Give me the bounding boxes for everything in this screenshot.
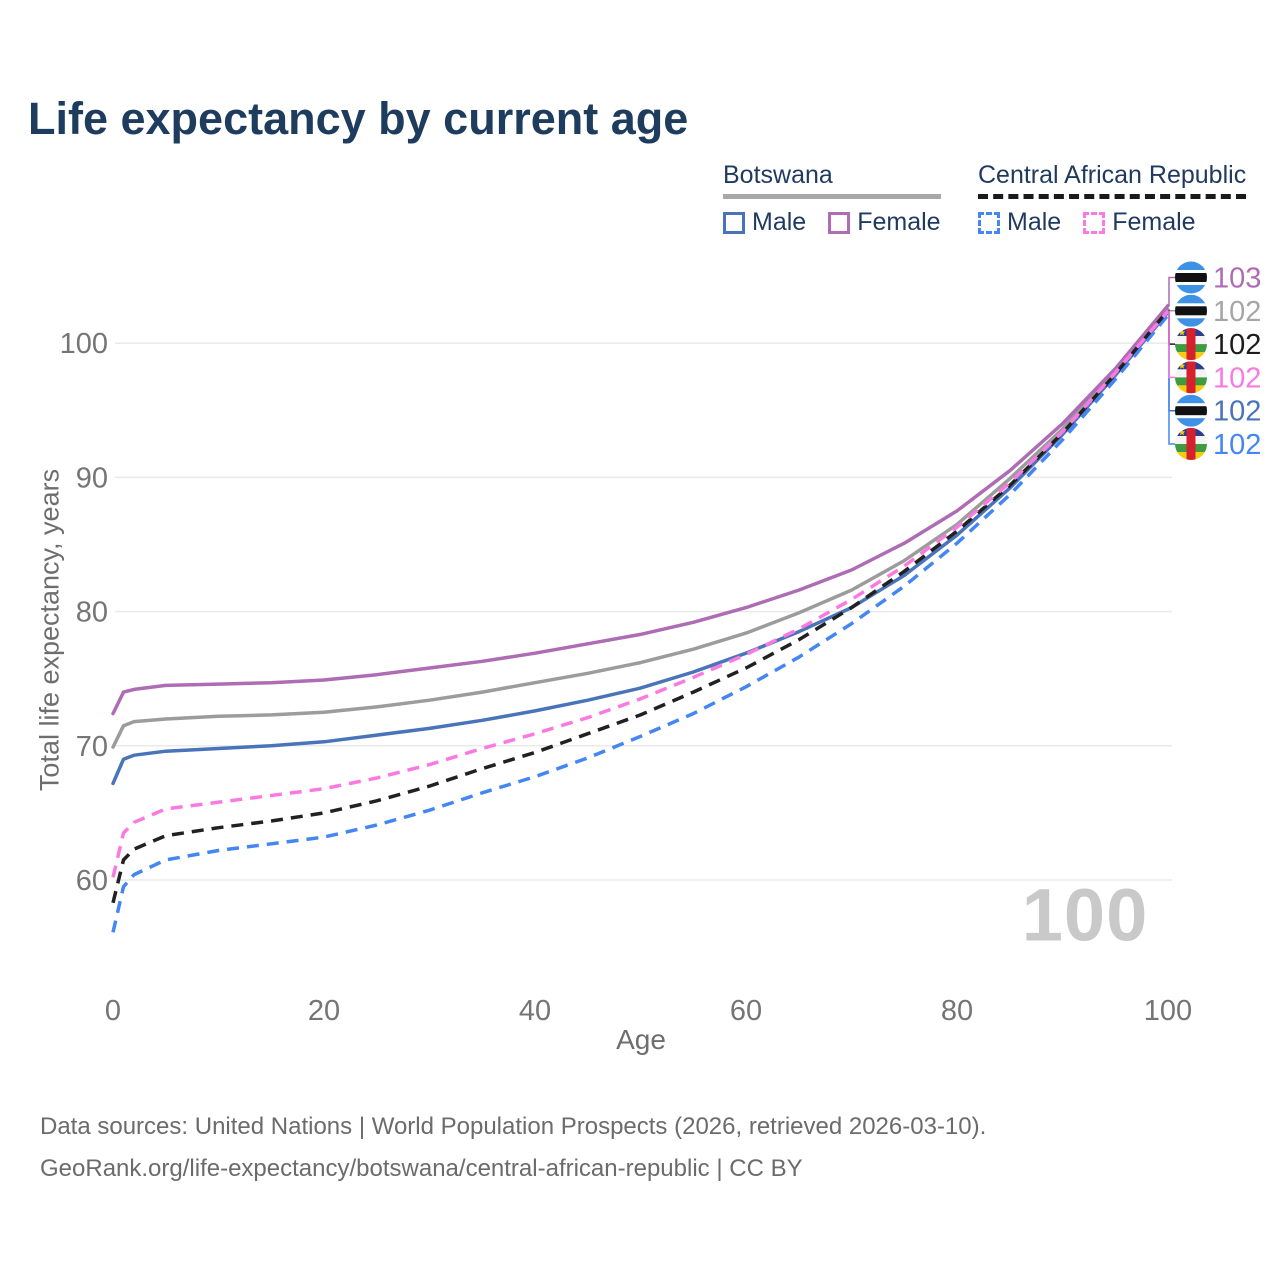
age-cursor-watermark: 100 [1021,873,1149,957]
botswana-flag-icon [1175,261,1207,294]
series-line-car-both [111,309,1170,904]
end-label-leader-botswana-male [1168,312,1177,412]
legend: Botswana Male Female Central African Rep… [0,0,1280,240]
legend-group-central-african-republic: Central African Republic Male Female [978,161,1247,237]
legend-underline-botswana [723,194,941,199]
end-value-label-botswana-male: 102 [1213,396,1261,428]
series-line-botswana-both [111,307,1170,749]
y-axis-title: Total life expectancy, years [34,468,65,792]
page-title: Life expectancy by current age [28,93,689,144]
botswana-female-swatch-icon [828,211,851,234]
end-value-label-car-both: 102 [1213,329,1261,361]
x-axis-title: Age [616,1024,666,1055]
y-tick-label: 80 [76,597,108,629]
legend-label-car-male: Male [1007,208,1062,236]
footer: Data sources: United Nations | World Pop… [40,1106,986,1190]
gridlines [115,342,1172,881]
legend-item-car-female: Female [1083,208,1196,237]
legend-item-botswana-male: Male [723,208,806,237]
legend-items-central-african-republic: Male Female [978,208,1246,237]
end-value-label-car-male: 102 [1213,429,1261,461]
central-african-republic-flag-icon [1175,428,1207,460]
footer-attribution-link: GeoRank.org/life-expectancy/botswana/cen… [40,1155,803,1182]
car-male-swatch-icon [978,211,1000,234]
series-lines [111,303,1170,933]
axis-tick-labels: 60 70 80 90 100 0 20 40 60 80 100 [60,328,1193,1027]
y-tick-label: 60 [76,865,108,897]
end-label-leader-car-female [1168,311,1177,379]
footer-data-sources: Data sources: United Nations | World Pop… [40,1113,987,1140]
x-tick-label: 20 [308,995,340,1027]
legend-underline-central-african-republic [978,194,1247,199]
end-value-label-car-female: 102 [1213,362,1261,394]
botswana-male-swatch-icon [723,211,745,234]
legend-item-car-male: Male [978,208,1061,237]
legend-group-botswana: Botswana Male Female [723,163,941,237]
x-tick-label: 0 [105,995,121,1027]
botswana-flag-icon [1175,294,1207,327]
x-tick-label: 40 [519,995,551,1027]
series-line-car-female [111,309,1170,878]
x-tick-label: 80 [941,995,973,1027]
legend-label-botswana-male: Male [752,208,807,236]
series-line-car-male [111,313,1170,933]
legend-item-botswana-female: Female [828,208,941,237]
car-female-swatch-icon [1083,211,1106,234]
legend-country-botswana: Botswana [723,161,833,189]
end-value-label-botswana-both: 102 [1213,296,1261,328]
y-tick-label: 90 [76,462,108,494]
central-african-republic-flag-icon [1175,328,1207,361]
end-label-leader-botswana-female [1168,276,1177,306]
end-value-label-botswana-female: 103 [1213,263,1261,295]
legend-items-botswana: Male Female [723,208,941,237]
x-tick-label: 60 [730,995,762,1027]
x-tick-label: 100 [1144,995,1192,1027]
central-african-republic-flag-icon [1175,361,1207,394]
legend-label-car-female: Female [1112,208,1196,236]
y-tick-label: 100 [60,328,108,360]
botswana-flag-icon [1175,394,1207,427]
series-line-botswana-male [111,310,1170,786]
series-line-botswana-female [111,303,1170,716]
legend-country-central-african-republic: Central African Republic [978,161,1247,189]
legend-label-botswana-female: Female [857,208,941,236]
y-tick-label: 70 [76,731,108,763]
